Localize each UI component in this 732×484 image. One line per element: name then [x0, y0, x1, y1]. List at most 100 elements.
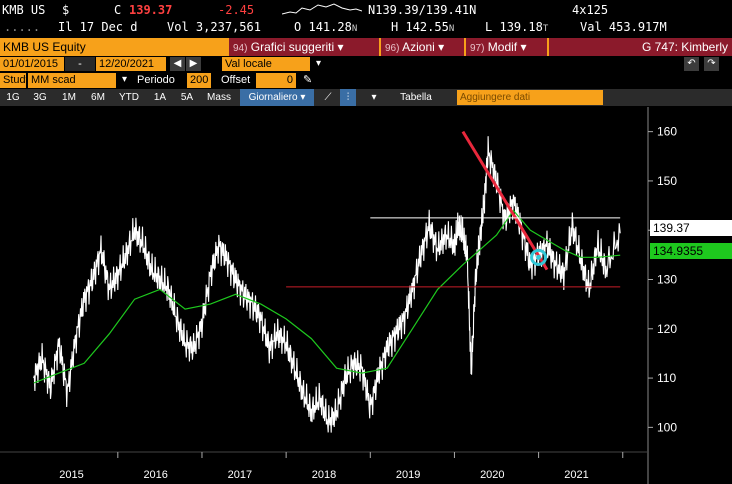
tf-1g[interactable]: 1G [6, 92, 20, 103]
moving-average-line [33, 209, 621, 384]
price-change: -2.45 [218, 2, 255, 17]
frequency-label: Giornaliero [248, 92, 298, 103]
menu-label: Modif [487, 40, 518, 54]
dropdown-arrow-icon: ▾ [520, 40, 527, 54]
candle-chart-icon[interactable]: ⫶ [340, 89, 356, 106]
y-tick-label: 130 [657, 273, 677, 287]
open-label: O [294, 20, 302, 34]
volume-label: Vol [167, 20, 189, 34]
study-bar: Study MM scad ▾ Periodo 200 Offset 0 ✎ [0, 73, 732, 89]
signal-dots: ..... [4, 20, 41, 34]
tf-max[interactable]: Mass [207, 92, 231, 103]
y-tick-label: 160 [657, 125, 677, 139]
menu-label: Grafici suggeriti [250, 40, 335, 54]
tf-ytd[interactable]: YTD [119, 92, 139, 103]
intraday-sparkline-icon [282, 3, 362, 15]
quote-date: Il 17 Dec d [58, 20, 138, 34]
price-series-line [33, 136, 621, 433]
pencil-icon[interactable]: ✎ [303, 74, 313, 86]
menu-suggested-charts[interactable]: 94) Grafici suggeriti ▾ [229, 38, 379, 56]
chevron-down-icon[interactable]: ▾ [117, 73, 132, 88]
y-tick-label: 150 [657, 174, 677, 188]
y-tick-label: 120 [657, 322, 677, 336]
offset-input[interactable]: 0 [256, 73, 296, 88]
function-title: G 747: Kimberly [549, 38, 732, 56]
table-button[interactable]: Tabella [400, 92, 432, 103]
y-tick-label: 110 [657, 371, 676, 385]
menu-edit[interactable]: 97) Modif ▾ [466, 38, 547, 56]
menu-number: 94) [233, 43, 248, 54]
tf-1m[interactable]: 1M [62, 92, 76, 103]
ticker-label[interactable]: KMB US [2, 2, 46, 17]
prev-arrow-icon[interactable]: ◀ [170, 57, 185, 71]
timeframe-toolbar: 1G 3G 1M 6M YTD 1A 5A Mass Giornaliero ▾… [0, 89, 732, 106]
open-value: 141.28 [308, 20, 352, 34]
high-label: H [391, 20, 399, 34]
low-source: T [542, 24, 549, 34]
chevron-down-icon[interactable]: ▾ [371, 92, 377, 103]
crossover-marker [530, 248, 548, 266]
high-source: N [448, 24, 455, 34]
bid-ask: N139.39/139.41N [368, 2, 477, 17]
crossover-marker-dot [536, 254, 542, 260]
tf-1a[interactable]: 1A [153, 92, 167, 103]
x-tick-label: 2020 [480, 469, 504, 481]
period-input[interactable]: 200 [187, 73, 211, 88]
study-select[interactable]: MM scad [28, 73, 116, 88]
date-separator: - [65, 57, 95, 71]
menu-label: Azioni [402, 40, 435, 54]
low: L 139.18T [485, 20, 548, 34]
add-data-input[interactable]: Aggiungere dati [457, 90, 603, 105]
date-range-bar: 01/01/2015 - 12/20/2021 ◀ ▶ Val locale ▾… [0, 57, 732, 72]
next-arrow-icon[interactable]: ▶ [186, 57, 201, 71]
quote-header: KMB US $ C 139.37 -2.45 N139.39/139.41N … [0, 0, 732, 19]
low-label: L [485, 20, 493, 34]
security-title: KMB US Equity [3, 40, 86, 54]
open: O 141.28N [294, 20, 357, 34]
chevron-down-icon[interactable]: ▾ [311, 57, 326, 71]
currency-mode-label: Val locale [225, 58, 272, 70]
value-label: Val [580, 20, 602, 34]
x-tick-label: 2015 [59, 469, 83, 481]
high: H 142.55N [391, 20, 454, 34]
price-chart[interactable]: 1001101201301401501602015201620172018201… [0, 107, 732, 484]
close-label: C [114, 2, 122, 17]
currency-mode-select[interactable]: Val locale [222, 57, 310, 71]
quote-details: ..... Il 17 Dec d Vol 3,237,561 O 141.28… [0, 19, 732, 37]
last-price: 139.37 [129, 2, 173, 17]
traded-value: Val 453.917M [580, 20, 667, 34]
dropdown-arrow-icon: ▾ [438, 40, 445, 54]
study-label: Study [0, 73, 31, 88]
tf-3g[interactable]: 3G [33, 92, 47, 103]
start-date-field[interactable]: 01/01/2015 [0, 57, 64, 71]
tf-6m[interactable]: 6M [91, 92, 105, 103]
volume: Vol 3,237,561 [167, 20, 261, 34]
menu-number: 97) [470, 43, 485, 54]
x-tick-label: 2017 [228, 469, 252, 481]
moving-average-tag: 134.9355 [650, 243, 732, 259]
trend-line [461, 130, 549, 271]
end-date-field[interactable]: 12/20/2021 [96, 57, 166, 71]
y-tick-label: 100 [657, 420, 677, 434]
low-value: 139.18 [499, 20, 543, 34]
menu-number: 96) [385, 43, 400, 54]
last-price-tag: 139.37 [650, 220, 732, 236]
line-chart-icon[interactable]: ⟋ [324, 92, 332, 103]
x-tick-label: 2016 [143, 469, 167, 481]
open-source: N [351, 24, 358, 34]
dropdown-arrow-icon: ▾ [337, 40, 344, 54]
x-tick-label: 2018 [312, 469, 336, 481]
x-tick-label: 2019 [396, 469, 420, 481]
redo-icon[interactable]: ↷ [704, 57, 719, 71]
volume-value: 3,237,561 [195, 20, 261, 34]
chart-canvas[interactable]: 1001101201301401501602015201620172018201… [0, 107, 732, 484]
high-value: 142.55 [405, 20, 449, 34]
period-label: Periodo [137, 74, 175, 86]
x-tick-label: 2021 [564, 469, 588, 481]
menu-actions[interactable]: 96) Azioni ▾ [381, 38, 464, 56]
frequency-select[interactable]: Giornaliero ▾ [240, 89, 314, 106]
tf-5a[interactable]: 5A [180, 92, 194, 103]
bid-ask-size: 4x125 [572, 2, 609, 17]
currency-label: $ [62, 2, 70, 17]
undo-icon[interactable]: ↶ [684, 57, 699, 71]
